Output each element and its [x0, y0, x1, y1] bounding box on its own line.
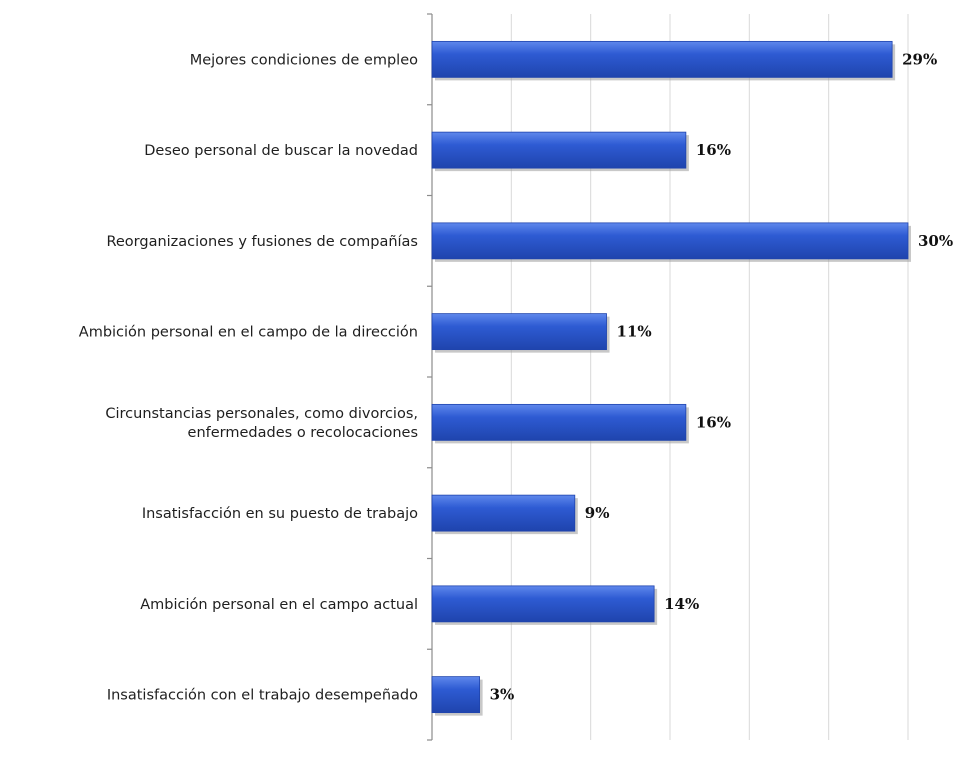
data-label: 16%: [696, 141, 731, 159]
category-label: Insatisfacción en su puesto de trabajo: [142, 506, 418, 522]
data-label: 29%: [902, 50, 937, 68]
category-label: Insatisfacción con el trabajo desempeñad…: [107, 688, 418, 704]
category-label: Reorganizaciones y fusiones de compañías: [106, 234, 418, 250]
data-label: 3%: [490, 686, 515, 704]
category-label: Ambición personal en el campo de la dire…: [79, 325, 418, 341]
bar: [431, 676, 480, 714]
category-label: Circunstancias personales, como divorcio…: [105, 406, 418, 441]
data-label: 9%: [585, 504, 610, 522]
data-label: 11%: [617, 323, 652, 341]
data-label: 14%: [664, 595, 699, 613]
bar: [431, 403, 687, 441]
category-label: Ambición personal en el campo actual: [140, 597, 418, 613]
category-label: Mejores condiciones de empleo: [190, 52, 418, 68]
data-label: 16%: [696, 413, 731, 431]
bar: [431, 40, 893, 78]
data-label: 30%: [918, 232, 953, 250]
bar: [431, 585, 655, 623]
category-label: Deseo personal de buscar la novedad: [144, 143, 418, 159]
bar: [431, 222, 909, 260]
bar: [431, 494, 576, 532]
bar: [431, 131, 687, 169]
bar: [431, 313, 607, 351]
